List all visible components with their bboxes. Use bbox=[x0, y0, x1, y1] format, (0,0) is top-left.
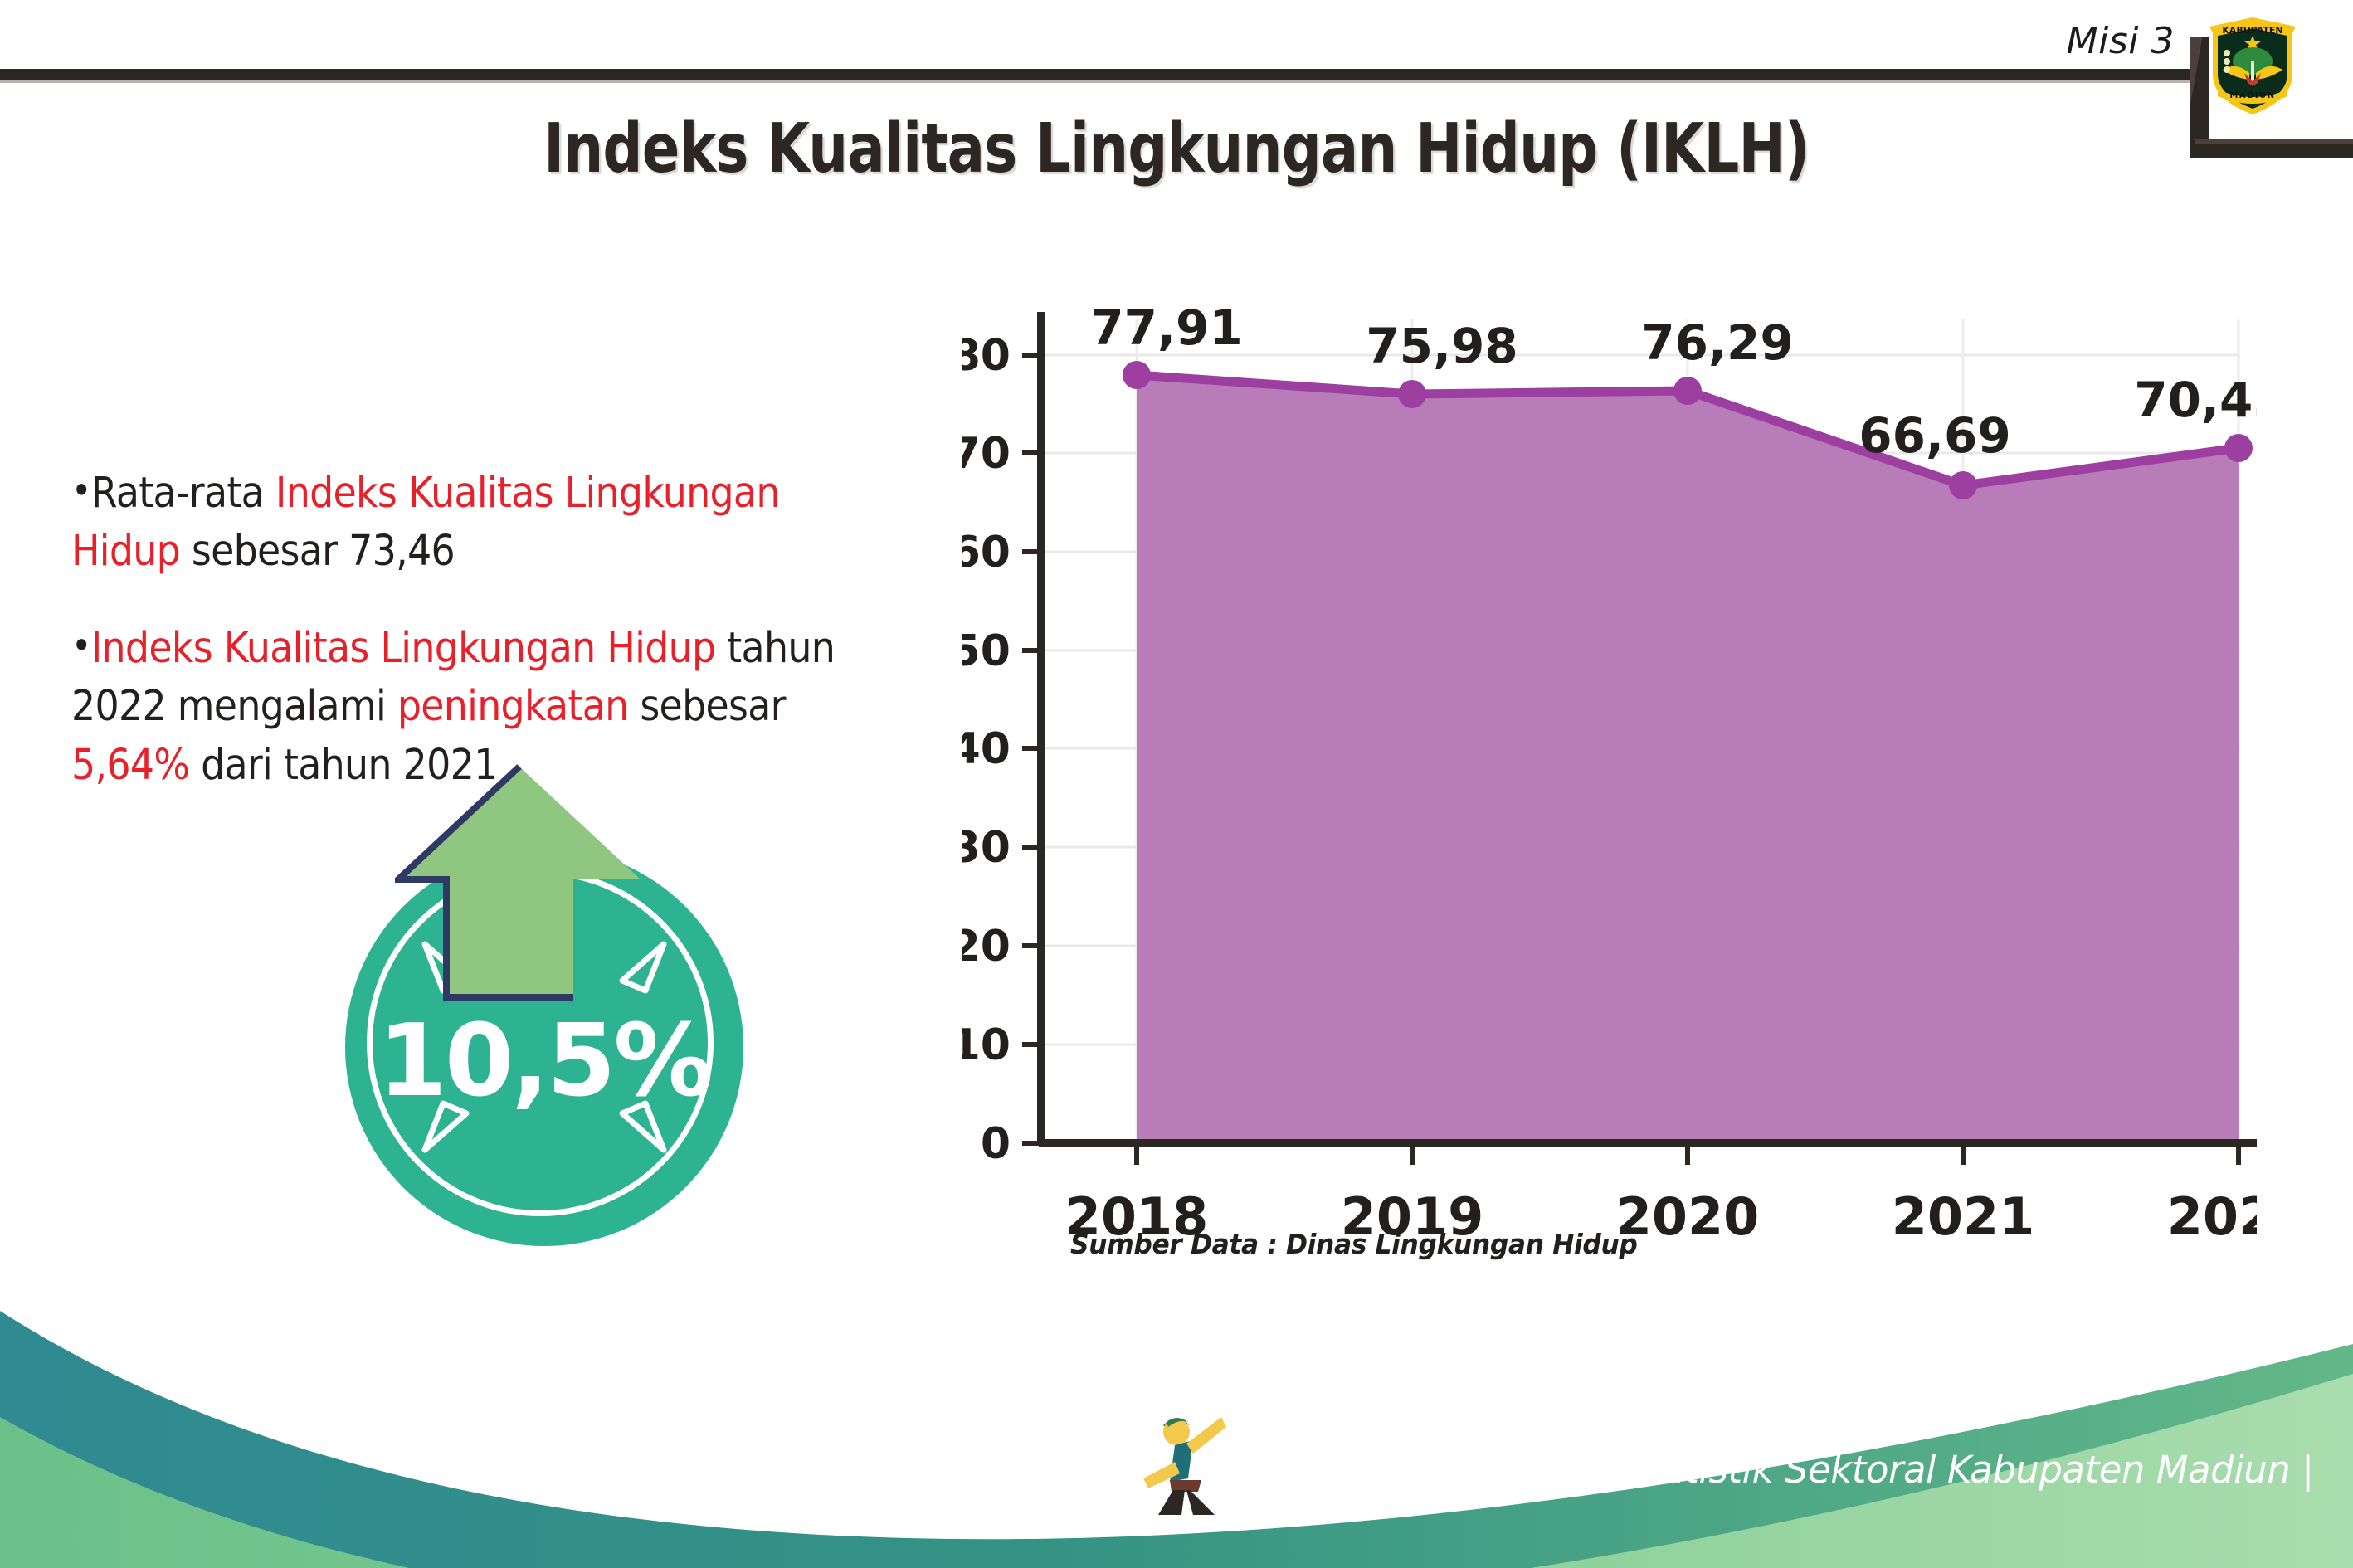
ytick-50: 50 bbox=[962, 626, 1011, 676]
header-bracket-horizontal bbox=[2190, 143, 2353, 158]
ytick-20: 20 bbox=[962, 922, 1011, 971]
data-point-2022 bbox=[2224, 434, 2253, 462]
bullet-1-part-1: Indeks Kualitas Lingkungan Hidup bbox=[71, 469, 780, 577]
xtick-2021: 2021 bbox=[1892, 1186, 2035, 1247]
value-label-2018: 77,91 bbox=[1090, 299, 1242, 356]
iklh-area-chart: 80 70 60 50 40 30 20 10 0 2018 2019 2020… bbox=[962, 282, 2257, 1261]
chart-value-labels: 77,91 75,98 76,29 66,69 70,45 bbox=[1090, 299, 2257, 464]
xtick-2020: 2020 bbox=[1616, 1186, 1760, 1247]
chart-area-series bbox=[1123, 361, 2253, 1143]
chart-source-note: Sumber Data : Dinas Lingkungan Hidup bbox=[1070, 1228, 1638, 1260]
data-point-2020 bbox=[1673, 377, 1702, 405]
xtick-2018: 2018 bbox=[1065, 1186, 1209, 1247]
bullet-marker: • bbox=[71, 468, 91, 513]
summary-bullet-list: •Rata-rata Indeks Kualitas Lingkungan Hi… bbox=[71, 465, 951, 833]
data-point-2018 bbox=[1123, 361, 1151, 389]
value-label-2019: 75,98 bbox=[1366, 318, 1518, 374]
header-rule-shadow bbox=[0, 80, 2190, 83]
value-label-2022: 70,45 bbox=[2134, 372, 2257, 428]
svg-text:KABUPATEN: KABUPATEN bbox=[2222, 25, 2282, 36]
ytick-10: 10 bbox=[962, 1020, 1011, 1070]
bullet-marker: • bbox=[71, 622, 91, 668]
misi-label: Misi 3 bbox=[2066, 20, 2175, 62]
page-title: Indeks Kualitas Lingkungan Hidup (IKLH) bbox=[543, 110, 1810, 188]
list-item: •Indeks Kualitas Lingkungan Hidup tahun … bbox=[71, 620, 863, 795]
chart-canvas: 80 70 60 50 40 30 20 10 0 2018 2019 2020… bbox=[962, 299, 2257, 1247]
statistics-mascot-icon bbox=[1143, 1417, 1226, 1515]
footer-wave-graphic bbox=[0, 1311, 2353, 1568]
ytick-60: 60 bbox=[962, 528, 1011, 577]
list-item: •Rata-rata Indeks Kualitas Lingkungan Hi… bbox=[71, 465, 863, 582]
kabupaten-madiun-logo-icon: KABUPATEN MADIUN bbox=[2209, 17, 2296, 114]
chart-axes bbox=[1022, 312, 2257, 1165]
bullet-2-part-2: peningkatan bbox=[397, 682, 629, 732]
ytick-80: 80 bbox=[962, 331, 1011, 381]
bullet-2-part-4: 5,64% bbox=[71, 740, 190, 790]
bullet-2-part-5: dari tahun 2021 bbox=[189, 740, 498, 790]
chart-y-tick-labels: 80 70 60 50 40 30 20 10 0 bbox=[962, 331, 1011, 1169]
xtick-2019: 2019 bbox=[1341, 1186, 1484, 1247]
value-label-2020: 76,29 bbox=[1641, 314, 1793, 371]
ytick-70: 70 bbox=[962, 429, 1011, 479]
value-label-2021: 66,69 bbox=[1859, 407, 2010, 464]
badge-percent-label: 10,5% bbox=[378, 1004, 713, 1119]
increase-badge: 10,5% bbox=[330, 763, 762, 1246]
header-bracket-horizontal-bevel bbox=[2195, 139, 2353, 144]
bullet-1-part-0: Rata-rata bbox=[90, 469, 275, 518]
bullet-2-part-3: sebesar bbox=[628, 682, 786, 732]
chart-x-tick-labels: 2018 2019 2020 2021 2022 bbox=[1065, 1186, 2257, 1247]
ytick-30: 30 bbox=[962, 823, 1011, 873]
ytick-0: 0 bbox=[981, 1119, 1011, 1169]
up-arrow-icon bbox=[395, 764, 641, 1001]
header-rule bbox=[0, 69, 2190, 80]
svg-text:MADIUN: MADIUN bbox=[2229, 91, 2275, 100]
xtick-2022: 2022 bbox=[2167, 1186, 2257, 1247]
ytick-40: 40 bbox=[962, 724, 1011, 774]
bullet-2-part-0: Indeks Kualitas Lingkungan Hidup bbox=[90, 623, 716, 673]
data-point-2019 bbox=[1398, 380, 1426, 408]
footer-band: Media Infografis Data Statistik Sektoral… bbox=[0, 1220, 2353, 1568]
header-bracket-vertical bbox=[2190, 37, 2209, 158]
bullet-1-part-2: sebesar 73,46 bbox=[180, 527, 455, 577]
bullet-2-part-1: tahun 2022 mengalami bbox=[71, 623, 835, 732]
data-point-2021 bbox=[1949, 471, 1977, 499]
footer-caption: Media Infografis Data Statistik Sektoral… bbox=[1221, 1448, 2314, 1492]
